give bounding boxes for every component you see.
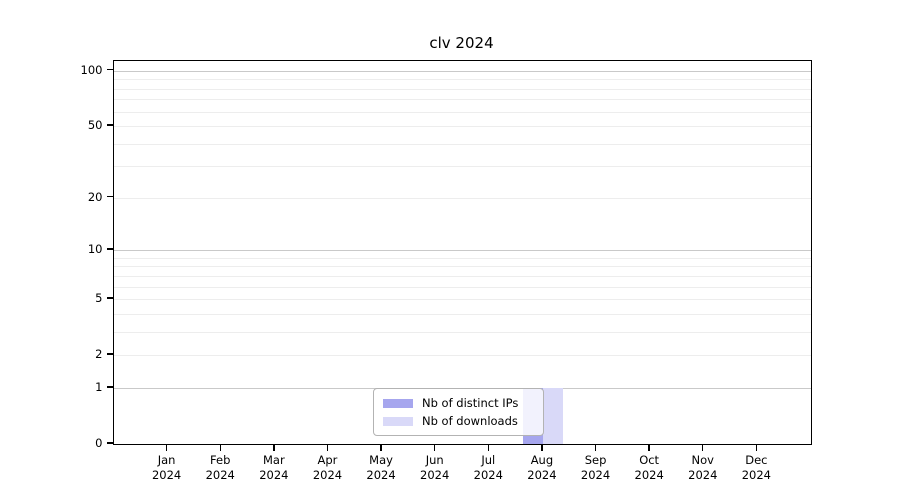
month-label: Jul: [481, 453, 496, 467]
year-label: 2024: [259, 467, 289, 482]
x-tick-label: Feb 2024: [190, 453, 250, 482]
legend-item-downloads: Nb of downloads: [383, 414, 534, 428]
y-tick-mark: [106, 442, 113, 444]
minor-gridline: [114, 99, 811, 101]
x-tick-label: Jul 2024: [458, 453, 518, 482]
year-label: 2024: [151, 467, 182, 482]
month-label: Nov: [691, 453, 714, 467]
year-label: 2024: [688, 467, 718, 482]
minor-gridline: [114, 275, 811, 277]
minor-gridline: [114, 88, 811, 90]
month-label: Feb: [210, 453, 231, 467]
minor-gridline: [114, 197, 811, 199]
minor-gridline: [114, 266, 811, 268]
minor-gridline: [114, 143, 811, 145]
month-label: May: [369, 453, 393, 467]
x-tick-mark: [702, 444, 704, 452]
y-tick-mark: [106, 248, 113, 250]
year-label: 2024: [420, 467, 450, 482]
year-label: 2024: [205, 467, 235, 482]
x-tick-label: Aug 2024: [512, 453, 572, 482]
year-label: 2024: [366, 467, 396, 482]
month-label: Sep: [584, 453, 607, 467]
minor-gridline: [114, 111, 811, 113]
x-tick-mark: [326, 444, 329, 452]
x-tick-mark: [487, 444, 489, 452]
major-gridline: [114, 250, 811, 252]
y-tick-mark: [106, 353, 113, 355]
year-label: 2024: [741, 467, 772, 482]
minor-gridline: [114, 355, 811, 357]
x-tick-label: Oct 2024: [619, 453, 679, 482]
x-tick-label: Apr 2024: [297, 453, 357, 482]
y-tick-label: 1: [95, 379, 103, 394]
minor-gridline: [114, 79, 811, 81]
x-tick-label: Nov 2024: [673, 453, 733, 482]
x-tick-mark: [219, 444, 221, 452]
month-label: Oct: [639, 453, 660, 467]
x-tick-label: Jun 2024: [405, 453, 465, 482]
y-tick-label: 100: [80, 62, 103, 77]
legend-item-distinct-ips: Nb of distinct IPs: [383, 396, 534, 410]
x-tick-label: May 2024: [351, 453, 411, 482]
x-tick-mark: [165, 444, 168, 452]
legend: Nb of distinct IPs Nb of downloads: [373, 388, 544, 436]
minor-gridline: [114, 299, 811, 301]
y-tick-mark: [106, 386, 113, 388]
plot-area: Nb of distinct IPs Nb of downloads: [113, 60, 812, 445]
year-label: 2024: [312, 467, 343, 482]
x-tick-mark: [755, 444, 758, 452]
x-tick-mark: [648, 444, 650, 452]
x-tick-label: Jan 2024: [137, 453, 197, 482]
y-tick-label: 20: [87, 189, 103, 204]
x-tick-label: Sep 2024: [566, 453, 626, 482]
month-label: Aug: [530, 453, 554, 467]
minor-gridline: [114, 313, 811, 315]
minor-gridline: [114, 166, 811, 168]
year-label: 2024: [634, 467, 664, 482]
minor-gridline: [114, 286, 811, 288]
month-label: Apr: [317, 453, 338, 467]
x-tick-label: Dec 2024: [726, 453, 786, 482]
month-label: Jan: [157, 453, 176, 467]
x-tick-mark: [541, 444, 543, 452]
downloads-swatch: [383, 416, 413, 426]
y-tick-mark: [106, 69, 113, 71]
minor-gridline: [114, 331, 811, 333]
legend-label-downloads: Nb of downloads: [422, 414, 518, 428]
y-tick-label: 10: [87, 242, 103, 257]
year-label: 2024: [473, 467, 503, 482]
year-label: 2024: [580, 467, 611, 482]
chart-title: clv 2024: [429, 34, 494, 52]
x-tick-label: Mar 2024: [244, 453, 304, 482]
y-tick-mark: [106, 297, 113, 299]
month-label: Mar: [262, 453, 285, 467]
y-tick-mark: [106, 124, 113, 126]
minor-gridline: [114, 257, 811, 259]
distinct-ips-swatch: [383, 398, 413, 408]
bar-downloads-aug-2024: [542, 387, 563, 444]
y-tick-label: 50: [87, 118, 103, 133]
y-tick-label: 5: [95, 291, 103, 306]
y-tick-label: 2: [95, 347, 103, 362]
x-tick-mark: [594, 444, 597, 452]
minor-gridline: [114, 126, 811, 128]
y-tick-label: 0: [95, 436, 103, 450]
month-label: Dec: [745, 453, 768, 467]
month-label: Jun: [425, 453, 444, 467]
legend-label-distinct-ips: Nb of distinct IPs: [422, 396, 519, 410]
x-tick-mark: [433, 444, 436, 452]
major-gridline: [114, 70, 811, 72]
x-tick-mark: [380, 444, 382, 452]
y-tick-mark: [106, 196, 113, 198]
year-label: 2024: [527, 467, 557, 482]
x-tick-mark: [273, 444, 275, 452]
